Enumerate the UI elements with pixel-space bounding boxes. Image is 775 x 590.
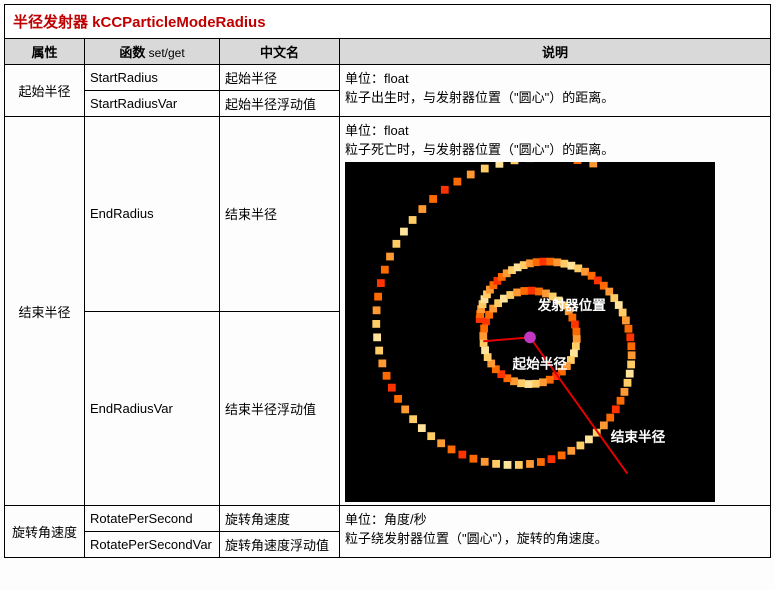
func-start-radius-var: StartRadiusVar	[85, 91, 220, 117]
attr-end: 结束半径	[5, 117, 85, 506]
cn-end-radius: 结束半径	[220, 117, 340, 312]
radius-mode-table: 半径发射器 kCCParticleModeRadius 属性 函数 set/ge…	[4, 4, 771, 558]
desc-rotate-l1: 单位：角度/秒	[345, 512, 427, 527]
header-func-label: 函数	[119, 45, 145, 60]
header-func: 函数 set/get	[85, 39, 220, 65]
attr-rotate: 旋转角速度	[5, 506, 85, 558]
cn-start-radius-var: 起始半径浮动值	[220, 91, 340, 117]
header-func-suffix: set/get	[145, 46, 184, 60]
desc-start-l2: 粒子出生时，与发射器位置（"圆心"）的距离。	[345, 90, 614, 105]
func-rotate: RotatePerSecond	[85, 506, 220, 532]
radius-diagram-wrap: 发射器位置起始半径结束半径	[345, 162, 765, 502]
desc-start: 单位：float 粒子出生时，与发射器位置（"圆心"）的距离。	[340, 65, 771, 117]
header-desc: 说明	[340, 39, 771, 65]
cn-rotate: 旋转角速度	[220, 506, 340, 532]
desc-rotate: 单位：角度/秒 粒子绕发射器位置（"圆心"），旋转的角速度。	[340, 506, 771, 558]
desc-end-l1: 单位：float	[345, 123, 409, 138]
table-row: 结束半径 EndRadius 结束半径 单位：float 粒子死亡时，与发射器位…	[5, 117, 771, 312]
svg-text:发射器位置: 发射器位置	[537, 297, 606, 313]
desc-rotate-l2: 粒子绕发射器位置（"圆心"），旋转的角速度。	[345, 531, 608, 546]
svg-text:结束半径: 结束半径	[611, 429, 666, 445]
svg-text:起始半径: 起始半径	[511, 356, 567, 372]
desc-start-l1: 单位：float	[345, 71, 409, 86]
func-rotate-var: RotatePerSecondVar	[85, 532, 220, 558]
table-row: 起始半径 StartRadius 起始半径 单位：float 粒子出生时，与发射…	[5, 65, 771, 91]
func-start-radius: StartRadius	[85, 65, 220, 91]
header-cn: 中文名	[220, 39, 340, 65]
desc-end-l2: 粒子死亡时，与发射器位置（"圆心"）的距离。	[345, 142, 614, 157]
cn-rotate-var: 旋转角速度浮动值	[220, 532, 340, 558]
func-end-radius: EndRadius	[85, 117, 220, 312]
radius-diagram: 发射器位置起始半径结束半径	[345, 162, 715, 502]
func-end-radius-var: EndRadiusVar	[85, 311, 220, 506]
table-row: 旋转角速度 RotatePerSecond 旋转角速度 单位：角度/秒 粒子绕发…	[5, 506, 771, 532]
cn-end-radius-var: 结束半径浮动值	[220, 311, 340, 506]
desc-end: 单位：float 粒子死亡时，与发射器位置（"圆心"）的距离。 发射器位置起始半…	[340, 117, 771, 506]
cn-start-radius: 起始半径	[220, 65, 340, 91]
attr-start: 起始半径	[5, 65, 85, 117]
table-title: 半径发射器 kCCParticleModeRadius	[5, 5, 771, 39]
header-attr: 属性	[5, 39, 85, 65]
